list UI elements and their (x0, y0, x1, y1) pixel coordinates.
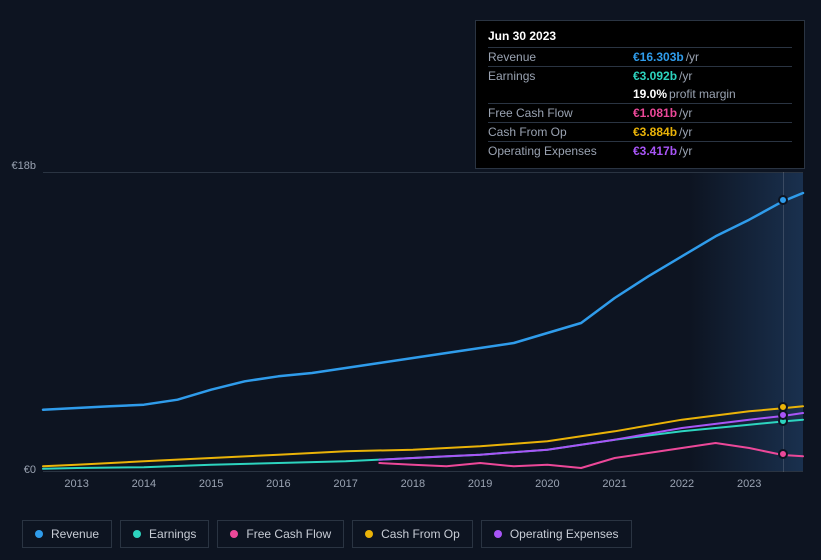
chart-crosshair (783, 172, 784, 472)
tooltip-row-unit: profit margin (669, 87, 736, 101)
x-tick-label: 2013 (64, 478, 88, 490)
legend-label: Earnings (149, 527, 196, 541)
x-tick-label: 2014 (132, 478, 156, 490)
chart-plot-area[interactable] (43, 172, 803, 472)
legend-label: Free Cash Flow (246, 527, 331, 541)
legend-item[interactable]: Revenue (22, 520, 112, 548)
tooltip-row: Operating Expenses€3.417b /yr (488, 141, 792, 160)
x-axis-ticks: 2013 2014 2015 2016 2017 2018 2019 2020 2021 2022… (43, 478, 803, 498)
x-tick-label: 2018 (401, 478, 425, 490)
tooltip-row-label: Revenue (488, 50, 633, 64)
legend-dot-icon (494, 530, 502, 538)
tooltip-row-unit: /yr (679, 125, 692, 139)
tooltip-row-label: Free Cash Flow (488, 106, 633, 120)
series-marker (778, 449, 788, 459)
legend-item[interactable]: Cash From Op (352, 520, 473, 548)
tooltip-row-value: €3.092b (633, 69, 677, 83)
legend-dot-icon (230, 530, 238, 538)
tooltip-row-value: 19.0% (633, 87, 667, 101)
x-tick-label: 2020 (535, 478, 559, 490)
tooltip-row-unit: /yr (686, 50, 699, 64)
tooltip-row-unit: /yr (679, 106, 692, 120)
tooltip-row-label: Cash From Op (488, 125, 633, 139)
tooltip-row-unit: /yr (679, 144, 692, 158)
x-tick-label: 2017 (333, 478, 357, 490)
tooltip-row-value: €16.303b (633, 50, 684, 64)
tooltip-row: Earnings€3.092b /yr (488, 66, 792, 85)
x-tick-label: 2019 (468, 478, 492, 490)
tooltip-rows: Revenue€16.303b /yrEarnings€3.092b /yr19… (488, 47, 792, 160)
series-line (379, 413, 803, 460)
chart-tooltip: Jun 30 2023 Revenue€16.303b /yrEarnings€… (475, 20, 805, 169)
tooltip-row-value: €3.884b (633, 125, 677, 139)
legend-label: Cash From Op (381, 527, 460, 541)
tooltip-row-unit: /yr (679, 69, 692, 83)
legend-item[interactable]: Earnings (120, 520, 209, 548)
x-tick-label: 2022 (670, 478, 694, 490)
series-marker (778, 195, 788, 205)
tooltip-row-label: Earnings (488, 69, 633, 83)
chart-container: €18b €0 20132014201520162017201820192020… (18, 160, 804, 500)
tooltip-row: Free Cash Flow€1.081b /yr (488, 103, 792, 122)
tooltip-row: 19.0% profit margin (488, 85, 792, 103)
y-axis-label-top: €18b (6, 160, 36, 172)
series-line (43, 193, 803, 410)
tooltip-row: Revenue€16.303b /yr (488, 47, 792, 66)
tooltip-row-label: Operating Expenses (488, 144, 633, 158)
legend-dot-icon (35, 530, 43, 538)
x-tick-label: 2015 (199, 478, 223, 490)
legend-item[interactable]: Free Cash Flow (217, 520, 344, 548)
legend-dot-icon (365, 530, 373, 538)
tooltip-row-value: €1.081b (633, 106, 677, 120)
chart-legend: Revenue Earnings Free Cash Flow Cash From O… (22, 520, 632, 548)
x-tick-label: 2023 (737, 478, 761, 490)
x-tick-label: 2016 (266, 478, 290, 490)
y-axis-label-bottom: €0 (6, 464, 36, 476)
legend-label: Operating Expenses (510, 527, 619, 541)
legend-item[interactable]: Operating Expenses (481, 520, 632, 548)
legend-label: Revenue (51, 527, 99, 541)
legend-dot-icon (133, 530, 141, 538)
tooltip-date: Jun 30 2023 (488, 29, 792, 47)
series-marker (778, 410, 788, 420)
x-tick-label: 2021 (602, 478, 626, 490)
chart-lines (43, 173, 803, 471)
tooltip-row-value: €3.417b (633, 144, 677, 158)
tooltip-row: Cash From Op€3.884b /yr (488, 122, 792, 141)
